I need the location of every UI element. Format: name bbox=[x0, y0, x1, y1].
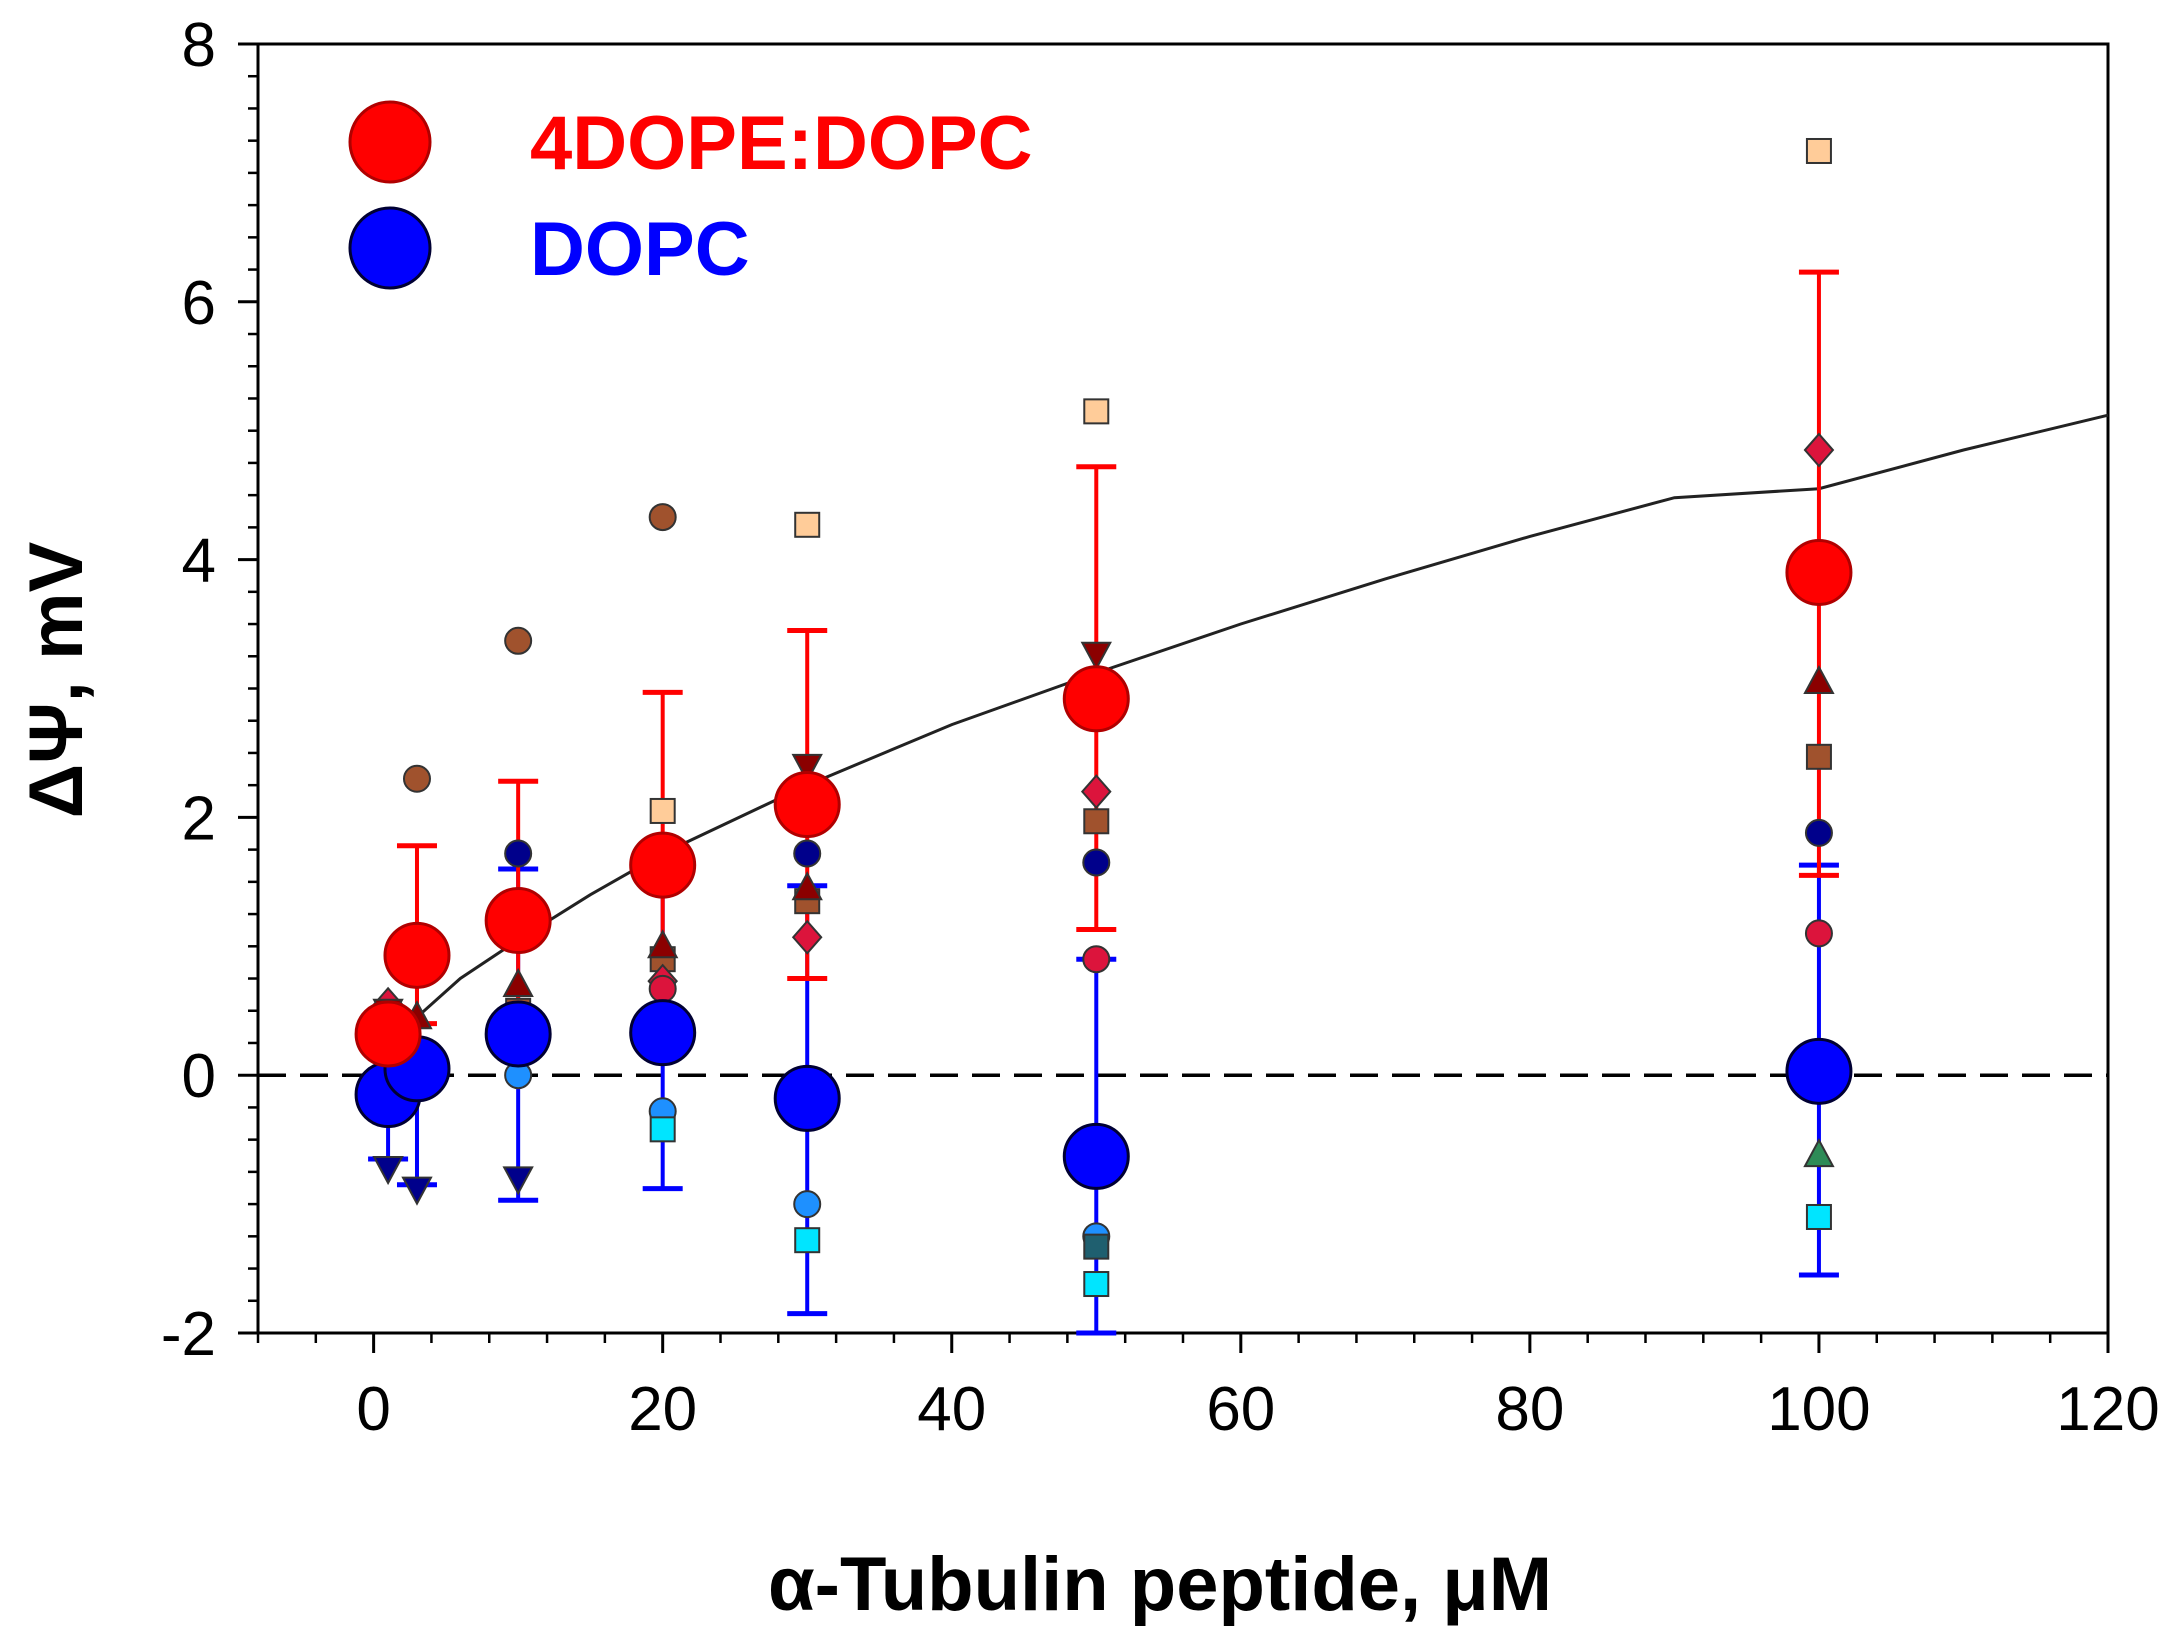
data-point-diamond bbox=[791, 919, 823, 955]
mean-marker-4DOPE:DOPC bbox=[484, 887, 552, 955]
x-axis-title: α-Tubulin peptide, μM bbox=[768, 1542, 1552, 1627]
data-point-circle bbox=[793, 1190, 822, 1219]
tick-marks bbox=[238, 42, 2110, 1353]
data-point-triangle-down bbox=[1080, 641, 1112, 671]
data-point-circle bbox=[1082, 848, 1111, 877]
data-point-circle bbox=[1804, 818, 1833, 847]
y-tick-label: 8 bbox=[182, 11, 216, 80]
mean-marker-DOPC bbox=[484, 1000, 552, 1068]
mean-marker-4DOPE:DOPC bbox=[354, 1000, 422, 1068]
data-point-diamond bbox=[1803, 432, 1835, 468]
y-tick-label: -2 bbox=[161, 1300, 216, 1369]
mean-marker-DOPC bbox=[1062, 1122, 1130, 1190]
data-point-triangle-down bbox=[502, 1166, 534, 1196]
data-point-triangle-down bbox=[372, 1156, 404, 1186]
mean-marker-DOPC bbox=[773, 1064, 841, 1132]
data-point-circle bbox=[504, 626, 533, 655]
mean-marker-4DOPE:DOPC bbox=[629, 831, 697, 899]
data-point-triangle-up bbox=[791, 871, 823, 901]
data-point-diamond bbox=[1080, 774, 1112, 810]
x-tick-label: 120 bbox=[2056, 1375, 2159, 1444]
data-point-triangle-up bbox=[502, 967, 534, 997]
mean-marker-DOPC bbox=[629, 999, 697, 1067]
data-point-circle bbox=[402, 764, 431, 793]
mean-marker-4DOPE:DOPC bbox=[1062, 665, 1130, 733]
fit-curve bbox=[416, 413, 2109, 1019]
y-axis-title: ΔΨ, mV bbox=[14, 541, 99, 818]
mean-markers bbox=[354, 538, 1853, 1190]
data-point-triangle-up bbox=[1803, 1138, 1835, 1168]
x-tick-label: 100 bbox=[1767, 1375, 1870, 1444]
y-tick-label: 0 bbox=[182, 1042, 216, 1111]
data-point-square bbox=[649, 1116, 676, 1143]
legend: 4DOPE:DOPC DOPC bbox=[348, 100, 1033, 292]
x-tick-label: 60 bbox=[1206, 1375, 1275, 1444]
x-tick-label: 80 bbox=[1495, 1375, 1564, 1444]
mean-marker-4DOPE:DOPC bbox=[383, 921, 451, 989]
mean-marker-4DOPE:DOPC bbox=[773, 771, 841, 839]
data-point-circle bbox=[793, 839, 822, 868]
legend-label-DOPC: DOPC bbox=[530, 207, 750, 292]
data-point-square bbox=[1083, 398, 1110, 425]
data-point-triangle-up bbox=[1803, 664, 1835, 695]
mean-marker-DOPC bbox=[1785, 1037, 1853, 1105]
data-point-square bbox=[1805, 743, 1832, 770]
legend-label-4DOPE:DOPC: 4DOPE:DOPC bbox=[530, 101, 1033, 186]
legend-marker-4DOPE:DOPC bbox=[348, 100, 432, 184]
mean-marker-4DOPE:DOPC bbox=[1785, 538, 1853, 606]
legend-marker-DOPC bbox=[348, 206, 432, 290]
y-tick-label: 2 bbox=[182, 784, 216, 853]
y-tick-label: 4 bbox=[182, 527, 216, 596]
x-tick-label: 40 bbox=[917, 1375, 986, 1444]
data-point-triangle-down bbox=[791, 753, 823, 783]
data-point-circle bbox=[504, 839, 533, 868]
data-point-triangle-down bbox=[401, 1176, 433, 1206]
data-point-square bbox=[1805, 137, 1832, 164]
data-point-square bbox=[1083, 1233, 1110, 1260]
data-point-square bbox=[1805, 1203, 1832, 1230]
data-point-square bbox=[794, 511, 821, 538]
y-tick-label: 6 bbox=[182, 269, 216, 338]
data-point-triangle-up bbox=[647, 929, 679, 959]
x-tick-label: 20 bbox=[628, 1375, 697, 1444]
data-point-circle bbox=[1804, 919, 1833, 948]
data-point-circle bbox=[1082, 945, 1111, 974]
data-point-square bbox=[649, 797, 676, 824]
tick-labels: 0 20 40 60 80 100 120 -2 0 2 4 6 8 bbox=[161, 11, 2160, 1444]
data-point-circle bbox=[648, 974, 677, 1003]
data-point-square bbox=[794, 1227, 821, 1254]
data-point-square bbox=[1083, 808, 1110, 835]
data-point-circle bbox=[648, 503, 677, 532]
fit-curve-layer bbox=[416, 413, 2109, 1019]
x-tick-label: 0 bbox=[356, 1375, 390, 1444]
data-point-square bbox=[1083, 1271, 1110, 1298]
